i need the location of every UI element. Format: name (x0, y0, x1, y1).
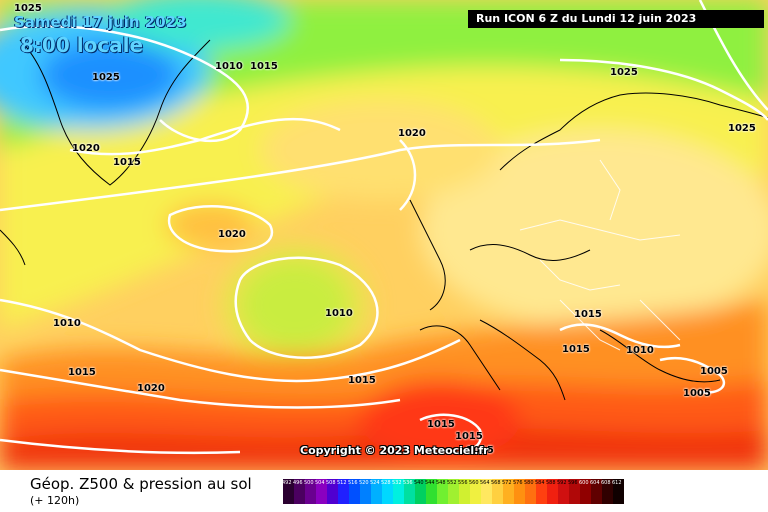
legend-swatch: 544 (425, 479, 437, 504)
legend-swatch: 612 (612, 479, 624, 504)
legend-value: 612 (612, 480, 622, 486)
isobar-label: 1020 (72, 143, 100, 154)
isobar-label: 1005 (683, 388, 711, 399)
legend-swatch: 564 (480, 479, 492, 504)
isobar-label: 1020 (218, 229, 246, 240)
legend-swatch: 568 (491, 479, 503, 504)
legend-value: 520 (359, 480, 369, 486)
legend-swatch: 512 (337, 479, 349, 504)
isobar-label: 1025 (728, 123, 756, 134)
legend-value: 576 (513, 480, 523, 486)
legend-swatch: 584 (535, 479, 547, 504)
legend-swatch: 496 (293, 479, 305, 504)
legend-value: 540 (414, 480, 424, 486)
legend-value: 508 (326, 480, 336, 486)
legend-value: 552 (447, 480, 457, 486)
forecast-date: Samedi 17 juin 2023 (14, 13, 187, 31)
isobar-label: 1010 (626, 345, 654, 356)
forecast-lead-time: (+ 120h) (30, 494, 80, 507)
legend-swatch: 548 (436, 479, 448, 504)
country-borders (519, 159, 681, 351)
legend-value: 496 (293, 480, 303, 486)
isobar-label: 1015 (455, 431, 483, 442)
legend-value: 548 (436, 480, 446, 486)
legend-swatch: 592 (557, 479, 569, 504)
isobar-label: 1015 (68, 367, 96, 378)
coastlines (0, 39, 768, 401)
isobar-label: 1015 (250, 61, 278, 72)
legend-value: 572 (502, 480, 512, 486)
legend-swatch: 504 (315, 479, 327, 504)
legend-swatch: 608 (601, 479, 613, 504)
legend-swatch: 500 (304, 479, 316, 504)
legend-value: 532 (392, 480, 402, 486)
legend-swatch: 556 (458, 479, 470, 504)
isobar-label: 1015 (348, 375, 376, 386)
legend-value: 544 (425, 480, 435, 486)
isobar-label: 1020 (137, 383, 165, 394)
legend-swatch: 516 (348, 479, 360, 504)
legend-value: 560 (469, 480, 479, 486)
isobar-label: 1025 (92, 72, 120, 83)
isobar-label: 1020 (398, 128, 426, 139)
legend-value: 596 (568, 480, 578, 486)
legend-value: 580 (524, 480, 534, 486)
legend-swatch: 560 (469, 479, 481, 504)
legend-value: 592 (557, 480, 567, 486)
isobar-label: 1025 (14, 3, 42, 14)
legend-value: 524 (370, 480, 380, 486)
legend-swatch: 520 (359, 479, 371, 504)
legend-value: 528 (381, 480, 391, 486)
isobar-label: 1015 (574, 309, 602, 320)
legend-swatch: 532 (392, 479, 404, 504)
model-run-label: Run ICON 6 Z du Lundi 12 juin 2023 (468, 10, 764, 28)
isobar-label: 1010 (53, 318, 81, 329)
legend-swatch: 552 (447, 479, 459, 504)
isobar-label: 1005 (700, 366, 728, 377)
legend-value: 512 (337, 480, 347, 486)
legend-value: 588 (546, 480, 556, 486)
legend-swatch: 540 (414, 479, 426, 504)
legend-swatch: 572 (502, 479, 514, 504)
isobar-label: 1010 (325, 308, 353, 319)
forecast-time: 8:00 locale (20, 33, 144, 57)
isobars (0, 0, 768, 455)
legend-value: 556 (458, 480, 468, 486)
legend-value: 608 (601, 480, 611, 486)
map-canvas (0, 0, 768, 470)
legend-swatch: 508 (326, 479, 338, 504)
legend-value: 492 (282, 480, 292, 486)
copyright-notice: Copyright © 2023 Meteociel.fr (300, 444, 489, 457)
legend-swatch: 524 (370, 479, 382, 504)
legend-swatch: 596 (568, 479, 580, 504)
isobar-label: 1025 (610, 67, 638, 78)
legend-value: 516 (348, 480, 358, 486)
legend-value: 584 (535, 480, 545, 486)
legend-value: 604 (590, 480, 600, 486)
color-scale-legend: 492 496 500 504 508 512 516 520 524 528 532 536 540 5… (282, 479, 624, 504)
legend-swatch: 528 (381, 479, 393, 504)
legend-swatch: 580 (524, 479, 536, 504)
isobar-label: 1015 (427, 419, 455, 430)
legend-value: 600 (579, 480, 589, 486)
map-title: Géop. Z500 & pression au sol (30, 475, 252, 493)
legend-swatch: 536 (403, 479, 415, 504)
legend-footer: Géop. Z500 & pression au sol (+ 120h) 49… (0, 470, 768, 512)
legend-swatch: 576 (513, 479, 525, 504)
legend-value: 568 (491, 480, 501, 486)
legend-value: 500 (304, 480, 314, 486)
legend-swatch: 604 (590, 479, 602, 504)
isobar-label: 1015 (562, 344, 590, 355)
geopotential-map: 1025 1010 1015 1025 1025 1020 1015 1020 … (0, 0, 768, 470)
isobar-label: 1015 (466, 445, 494, 456)
legend-value: 564 (480, 480, 490, 486)
legend-value: 504 (315, 480, 325, 486)
isobar-label: 1010 (215, 61, 243, 72)
legend-swatch: 588 (546, 479, 558, 504)
legend-swatch: 600 (579, 479, 591, 504)
legend-value: 536 (403, 480, 413, 486)
legend-swatch: 492 (282, 479, 294, 504)
isobar-label: 1015 (113, 157, 141, 168)
